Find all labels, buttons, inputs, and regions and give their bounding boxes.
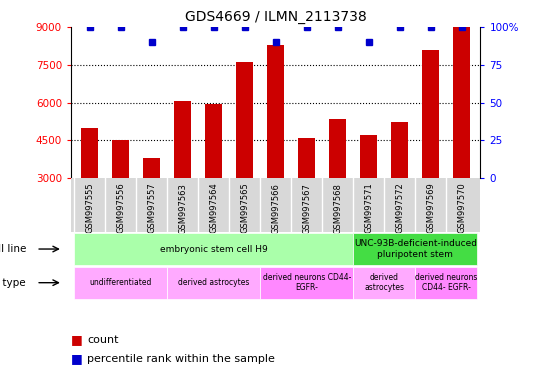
Text: embryonic stem cell H9: embryonic stem cell H9	[160, 245, 268, 253]
Text: ■: ■	[71, 333, 83, 346]
Bar	[236, 62, 253, 178]
Text: GSM997567: GSM997567	[302, 183, 311, 233]
Text: GSM997572: GSM997572	[395, 183, 405, 233]
Bar	[422, 50, 440, 178]
Text: derived neurons
CD44- EGFR-: derived neurons CD44- EGFR-	[415, 273, 478, 292]
Text: GSM997570: GSM997570	[458, 183, 466, 233]
Text: GSM997563: GSM997563	[178, 183, 187, 233]
Bar	[391, 122, 408, 178]
Bar	[360, 136, 377, 178]
Text: GSM997564: GSM997564	[209, 183, 218, 233]
Text: derived
astrocytes: derived astrocytes	[364, 273, 404, 292]
Text: GSM997565: GSM997565	[240, 183, 249, 233]
Bar	[353, 266, 416, 299]
Text: percentile rank within the sample: percentile rank within the sample	[87, 354, 275, 364]
Text: GSM997571: GSM997571	[364, 183, 373, 233]
Bar	[167, 266, 260, 299]
Text: derived astrocytes: derived astrocytes	[178, 278, 250, 287]
Bar	[329, 119, 346, 178]
Text: GSM997566: GSM997566	[271, 183, 280, 233]
Text: count: count	[87, 335, 119, 345]
Text: GSM997569: GSM997569	[426, 183, 435, 233]
Text: derived neurons CD44-
EGFR-: derived neurons CD44- EGFR-	[263, 273, 351, 292]
Bar	[205, 104, 222, 178]
Bar	[74, 233, 353, 265]
Text: GSM997556: GSM997556	[116, 183, 125, 233]
Bar	[353, 233, 477, 265]
Bar	[416, 266, 477, 299]
Bar	[143, 158, 160, 178]
Bar	[267, 45, 284, 178]
Text: GSM997568: GSM997568	[333, 183, 342, 233]
Bar	[81, 128, 98, 178]
Bar	[74, 266, 167, 299]
Text: ■: ■	[71, 353, 83, 366]
Text: GSM997557: GSM997557	[147, 183, 156, 233]
Text: undifferentiated: undifferentiated	[90, 278, 152, 287]
Bar	[298, 138, 315, 178]
Bar	[174, 101, 191, 178]
Bar	[453, 27, 471, 178]
Bar	[260, 266, 353, 299]
Text: GSM997555: GSM997555	[85, 183, 94, 233]
Text: cell type: cell type	[0, 278, 26, 288]
Text: UNC-93B-deficient-induced
pluripotent stem: UNC-93B-deficient-induced pluripotent st…	[354, 239, 477, 259]
Title: GDS4669 / ILMN_2113738: GDS4669 / ILMN_2113738	[185, 10, 366, 25]
Text: cell line: cell line	[0, 244, 26, 254]
Bar	[112, 141, 129, 178]
